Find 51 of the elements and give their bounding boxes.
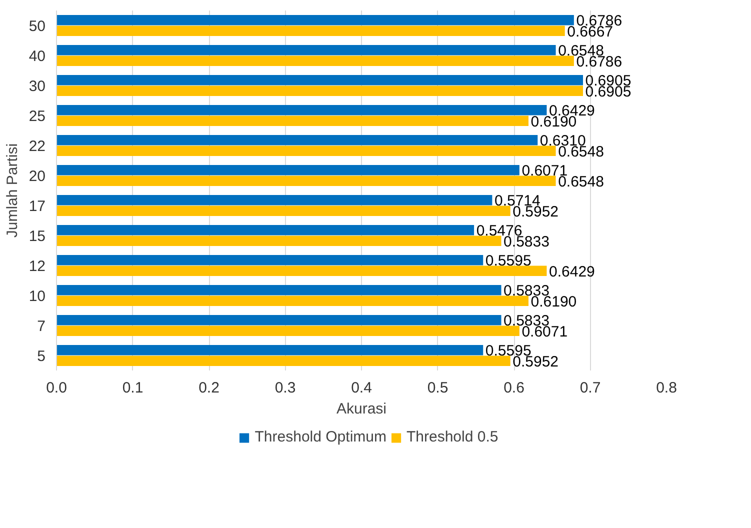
x-tick-label: 0.2 <box>198 380 220 396</box>
x-tick-label: 0.1 <box>122 380 144 396</box>
x-tick-label: 0.6 <box>504 380 524 396</box>
bar <box>56 284 502 296</box>
x-tick-label: 0.4 <box>351 380 372 396</box>
legend-label: Threshold 0.5 <box>406 428 498 446</box>
y-tick-label: 12 <box>28 258 46 275</box>
x-tick-label: 0.7 <box>580 380 601 396</box>
data-label: 0.5595 <box>485 252 532 270</box>
bar <box>56 104 547 116</box>
y-tick-label: 10 <box>28 288 46 305</box>
bar <box>56 296 528 306</box>
legend-label: Threshold Optimum <box>254 428 386 446</box>
bar <box>56 44 556 56</box>
bar <box>56 356 510 366</box>
x-tick-label: 0.5 <box>427 380 448 396</box>
bar <box>56 14 574 26</box>
x-tick-label: 0.8 <box>656 380 677 396</box>
y-tick-label: 7 <box>37 318 46 335</box>
bar <box>56 164 520 176</box>
x-tick-label: 0.0 <box>46 380 67 396</box>
y-tick-label: 22 <box>28 138 46 155</box>
bar <box>56 194 492 206</box>
bar <box>56 206 510 216</box>
y-axis-title: Jumlah Partisi <box>4 143 21 238</box>
bar <box>56 134 538 146</box>
bar <box>56 266 547 276</box>
x-axis-title: Akurasi <box>336 400 387 418</box>
bar <box>56 254 484 266</box>
bar <box>56 224 474 236</box>
bar <box>56 344 484 356</box>
bar <box>56 146 556 156</box>
bar <box>56 116 528 126</box>
x-tick-label: 0.3 <box>274 380 296 396</box>
bar <box>56 74 584 86</box>
data-label: 0.6429 <box>549 263 595 280</box>
bar <box>56 314 502 326</box>
y-tick-label: 17 <box>28 198 46 215</box>
bar <box>56 86 584 96</box>
bar <box>56 326 520 336</box>
y-tick-label: 5 <box>37 348 46 365</box>
bar <box>56 26 565 36</box>
bar <box>56 176 556 186</box>
y-tick-label: 15 <box>28 228 46 245</box>
y-tick-label: 40 <box>28 48 46 65</box>
y-tick-label: 20 <box>28 168 46 185</box>
y-tick-label: 30 <box>28 78 46 95</box>
bar <box>56 236 502 246</box>
bar <box>56 56 574 66</box>
y-tick-label: 25 <box>28 108 46 125</box>
y-tick-label: 50 <box>28 18 46 35</box>
